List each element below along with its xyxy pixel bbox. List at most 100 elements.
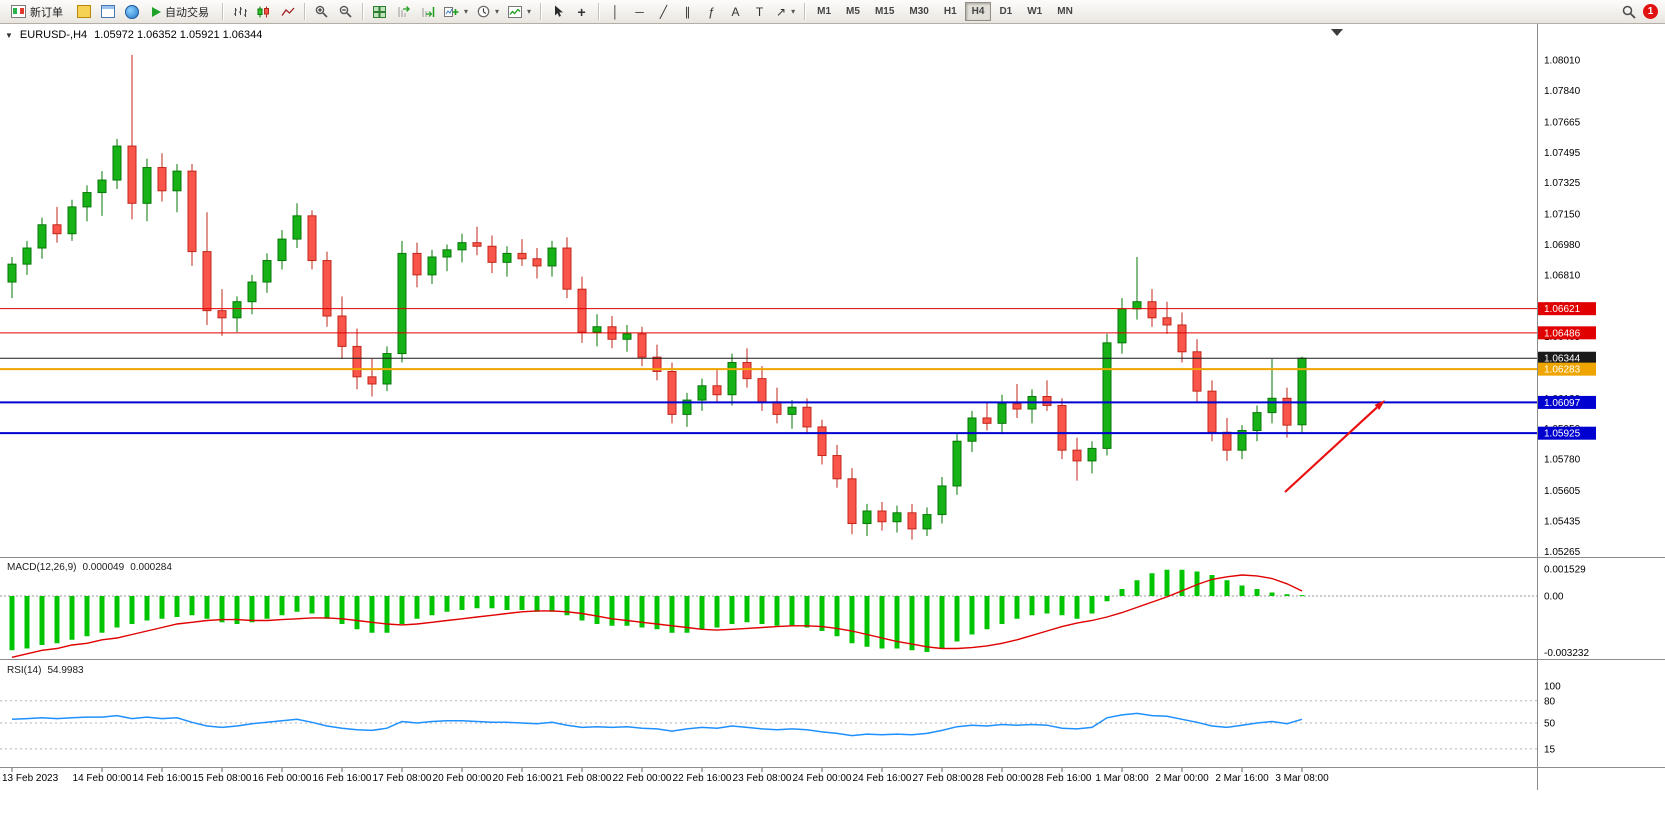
line-chart-icon (280, 7, 294, 16)
equidistant-channel-button[interactable]: ∥ (676, 1, 699, 22)
svg-text:1.05435: 1.05435 (1544, 516, 1581, 527)
main-toolbar: 新订单 自动交易 ▾ ▾ ▾ (0, 0, 1665, 24)
text-button[interactable]: A (724, 1, 747, 22)
new-chart-button[interactable]: ▾ (440, 1, 472, 22)
timeframe-d1-button[interactable]: D1 (992, 2, 1019, 21)
trend-arrow-object[interactable] (1284, 400, 1385, 493)
dropdown-caret-icon: ▾ (791, 6, 796, 16)
notification-badge[interactable]: 1 (1643, 4, 1658, 19)
rsi-panel: 100 80 50 15 (0, 682, 1561, 755)
tile-windows-button[interactable] (368, 1, 391, 22)
svg-text:22 Feb 00:00: 22 Feb 00:00 (613, 773, 672, 784)
timeframe-m1-button[interactable]: M1 (810, 2, 838, 21)
toolbar-separator (540, 3, 542, 20)
rsi-line (11, 712, 1303, 737)
svg-text:20 Feb 16:00: 20 Feb 16:00 (493, 773, 552, 784)
vertical-line-icon: │ (611, 4, 620, 19)
vertical-line-button[interactable]: │ (604, 1, 627, 22)
indicators-button[interactable]: ▾ (504, 1, 535, 22)
chart-shift-button[interactable] (416, 1, 439, 22)
svg-text:24 Feb 00:00: 24 Feb 00:00 (793, 773, 852, 784)
metaeditor-button[interactable] (72, 1, 95, 22)
svg-text:23 Feb 08:00: 23 Feb 08:00 (733, 773, 792, 784)
macd-panel: 0.001529 0.00 -0.003232 (0, 565, 1589, 659)
crosshair-icon: + (577, 3, 586, 20)
toolbar-separator (362, 3, 363, 20)
zoom-in-button[interactable] (310, 1, 333, 22)
svg-text:100: 100 (1544, 682, 1561, 693)
one-click-trading-toggle[interactable]: ▼ (5, 30, 13, 40)
svg-text:1.07150: 1.07150 (1544, 210, 1581, 221)
timeframe-m30-button[interactable]: M30 (902, 2, 935, 21)
timeframe-h1-button[interactable]: H1 (937, 2, 964, 21)
bar-chart-icon (233, 6, 247, 17)
svg-text:1.06283: 1.06283 (1544, 365, 1581, 376)
fibonacci-button[interactable]: ƒ (700, 1, 723, 22)
candlestick-chart-button[interactable] (252, 1, 275, 22)
cursor-button[interactable] (546, 1, 569, 22)
new-chart-icon (444, 6, 459, 17)
timeframe-mn-button[interactable]: MN (1050, 2, 1080, 21)
svg-text:17 Feb 08:00: 17 Feb 08:00 (373, 773, 432, 784)
text-label-button[interactable]: T (748, 1, 771, 22)
svg-text:13 Feb 2023: 13 Feb 2023 (2, 773, 59, 784)
data-window-icon (100, 5, 115, 18)
timeframe-w1-button[interactable]: W1 (1020, 2, 1049, 21)
svg-text:80: 80 (1544, 696, 1556, 707)
toolbar-separator (598, 3, 600, 20)
auto-trading-button[interactable]: 自动交易 (144, 1, 217, 22)
new-order-label: 新订单 (30, 6, 63, 19)
timeframe-h4-button[interactable]: H4 (964, 2, 992, 21)
fibonacci-icon: ƒ (708, 4, 715, 19)
zoom-out-button[interactable] (334, 1, 357, 22)
svg-text:1.06980: 1.06980 (1544, 240, 1581, 251)
search-button[interactable] (1617, 1, 1640, 22)
svg-text:1.07325: 1.07325 (1544, 178, 1581, 189)
svg-text:50: 50 (1544, 719, 1556, 730)
horizontal-line-button[interactable]: ─ (628, 1, 651, 22)
bar-chart-button[interactable] (228, 1, 251, 22)
svg-text:22 Feb 16:00: 22 Feb 16:00 (673, 773, 732, 784)
timeframe-m5-button[interactable]: M5 (839, 2, 867, 21)
text-icon: A (731, 4, 740, 19)
svg-text:21 Feb 08:00: 21 Feb 08:00 (553, 773, 612, 784)
chart-shift-marker[interactable] (1331, 29, 1343, 36)
text-label-icon: T (755, 4, 764, 19)
svg-text:1.07495: 1.07495 (1544, 148, 1581, 159)
new-order-button[interactable]: 新订单 (3, 1, 71, 22)
mql5-community-button[interactable] (120, 1, 143, 22)
dropdown-caret-icon: ▾ (495, 6, 500, 16)
time-axis[interactable]: 13 Feb 2023 14 Feb 00:00 14 Feb 16:00 15 Fe… (2, 768, 1329, 784)
svg-text:24 Feb 16:00: 24 Feb 16:00 (853, 773, 912, 784)
line-chart-button[interactable] (276, 1, 299, 22)
svg-text:16 Feb 16:00: 16 Feb 16:00 (313, 773, 372, 784)
price-level-label: 1.05925 (1538, 426, 1596, 440)
svg-text:15 Feb 08:00: 15 Feb 08:00 (193, 773, 252, 784)
arrows-button[interactable]: ↗ ▾ (772, 1, 799, 22)
crosshair-button[interactable]: + (570, 1, 593, 22)
auto-trading-label: 自动交易 (165, 6, 209, 19)
data-window-button[interactable] (96, 1, 119, 22)
timeframe-m15-button[interactable]: M15 (868, 2, 901, 21)
trendline-icon: ╱ (659, 4, 668, 19)
dropdown-caret-icon: ▾ (464, 6, 469, 16)
clock-icon (477, 5, 490, 18)
period-selector-button[interactable]: ▾ (473, 1, 503, 22)
chart-canvas[interactable]: 1.08010 1.07840 1.07665 1.07495 1.07325 1.071… (0, 24, 1665, 840)
trendline-button[interactable]: ╱ (652, 1, 675, 22)
svg-text:1.06810: 1.06810 (1544, 270, 1581, 281)
svg-text:28 Feb 16:00: 28 Feb 16:00 (1033, 773, 1092, 784)
svg-text:0.001529: 0.001529 (1544, 565, 1586, 576)
svg-text:20 Feb 00:00: 20 Feb 00:00 (433, 773, 492, 784)
svg-text:1.07665: 1.07665 (1544, 117, 1581, 128)
svg-text:2 Mar 16:00: 2 Mar 16:00 (1215, 773, 1269, 784)
svg-text:14 Feb 00:00: 14 Feb 00:00 (73, 773, 132, 784)
candlestick-chart-icon (257, 6, 269, 17)
zoom-out-icon (339, 5, 352, 18)
play-icon (152, 6, 161, 17)
price-level-label: 1.06344 (1538, 351, 1596, 365)
channel-icon: ∥ (684, 4, 691, 19)
auto-scroll-button[interactable] (392, 1, 415, 22)
svg-text:27 Feb 08:00: 27 Feb 08:00 (913, 773, 972, 784)
svg-text:15: 15 (1544, 744, 1556, 755)
